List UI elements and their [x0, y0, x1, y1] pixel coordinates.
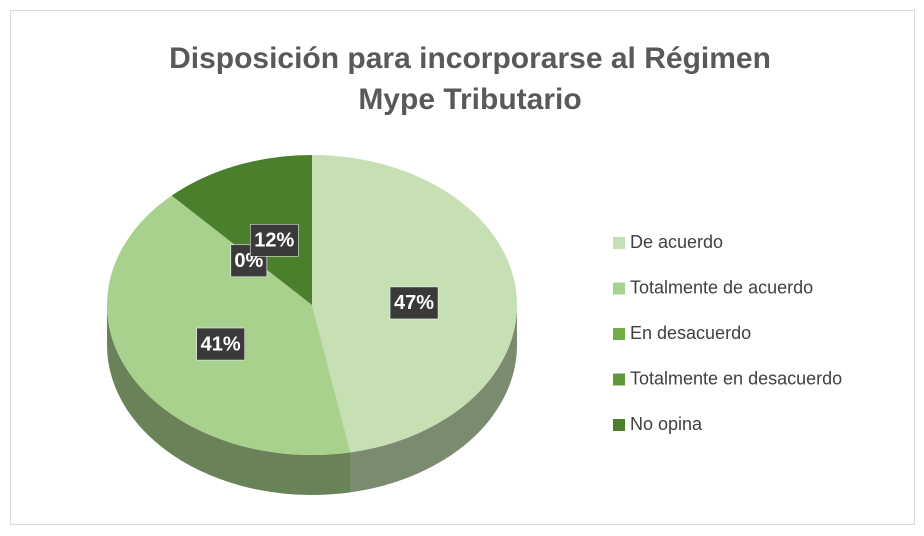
chart-title: Mype Tributario [358, 83, 581, 116]
pie-side [107, 305, 351, 495]
legend-label: No opina [630, 414, 703, 434]
legend-label: En desacuerdo [630, 323, 751, 343]
data-label-box [250, 224, 299, 257]
legend: De acuerdo Totalmente de acuerdo En desacu… [613, 232, 842, 434]
pie-slice [107, 195, 351, 455]
legend-label: Totalmente de acuerdo [630, 277, 813, 297]
pie-sides [107, 305, 517, 495]
chart-title: Disposición para incorporarse al Régimen [169, 42, 771, 75]
pie-tops [107, 155, 518, 455]
data-labels: 0%0%12%41%47% [196, 224, 439, 361]
legend-swatch [613, 373, 625, 386]
legend-swatch [613, 328, 625, 340]
pie-slice [171, 155, 312, 305]
legend-swatch [613, 237, 625, 249]
legend-swatch [613, 282, 625, 295]
legend-label: De acuerdo [630, 232, 723, 252]
data-label: 12% [254, 230, 294, 252]
data-label: 47% [394, 292, 434, 314]
legend-swatch [613, 419, 625, 431]
data-label: 41% [201, 333, 241, 355]
legend-label: Totalmente en desacuerdo [630, 368, 842, 388]
data-label-box [389, 286, 439, 320]
pie-side [350, 305, 517, 493]
data-label-box [196, 327, 245, 361]
